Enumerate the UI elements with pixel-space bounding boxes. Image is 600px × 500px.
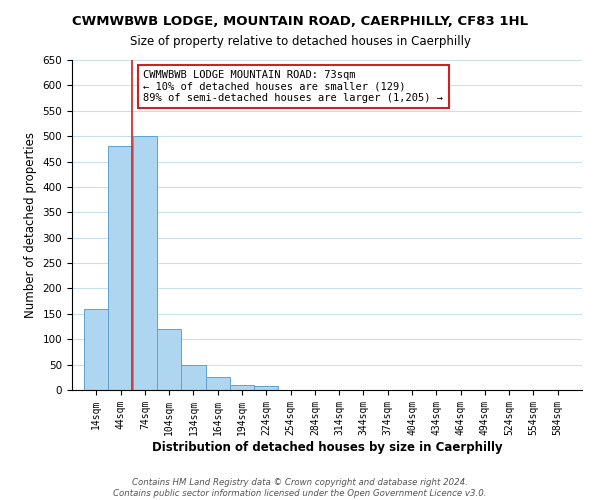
Bar <box>84 309 109 390</box>
Text: Contains HM Land Registry data © Crown copyright and database right 2024.
Contai: Contains HM Land Registry data © Crown c… <box>113 478 487 498</box>
X-axis label: Distribution of detached houses by size in Caerphilly: Distribution of detached houses by size … <box>152 440 502 454</box>
Text: CWMWBWB LODGE, MOUNTAIN ROAD, CAERPHILLY, CF83 1HL: CWMWBWB LODGE, MOUNTAIN ROAD, CAERPHILLY… <box>72 15 528 28</box>
Bar <box>133 136 157 390</box>
Text: Size of property relative to detached houses in Caerphilly: Size of property relative to detached ho… <box>130 35 470 48</box>
Bar <box>230 385 254 390</box>
Bar <box>157 329 181 390</box>
Y-axis label: Number of detached properties: Number of detached properties <box>24 132 37 318</box>
Bar <box>206 378 230 390</box>
Bar <box>181 364 206 390</box>
Bar <box>109 146 133 390</box>
Text: CWMWBWB LODGE MOUNTAIN ROAD: 73sqm
← 10% of detached houses are smaller (129)
89: CWMWBWB LODGE MOUNTAIN ROAD: 73sqm ← 10%… <box>143 70 443 103</box>
Bar <box>254 386 278 390</box>
